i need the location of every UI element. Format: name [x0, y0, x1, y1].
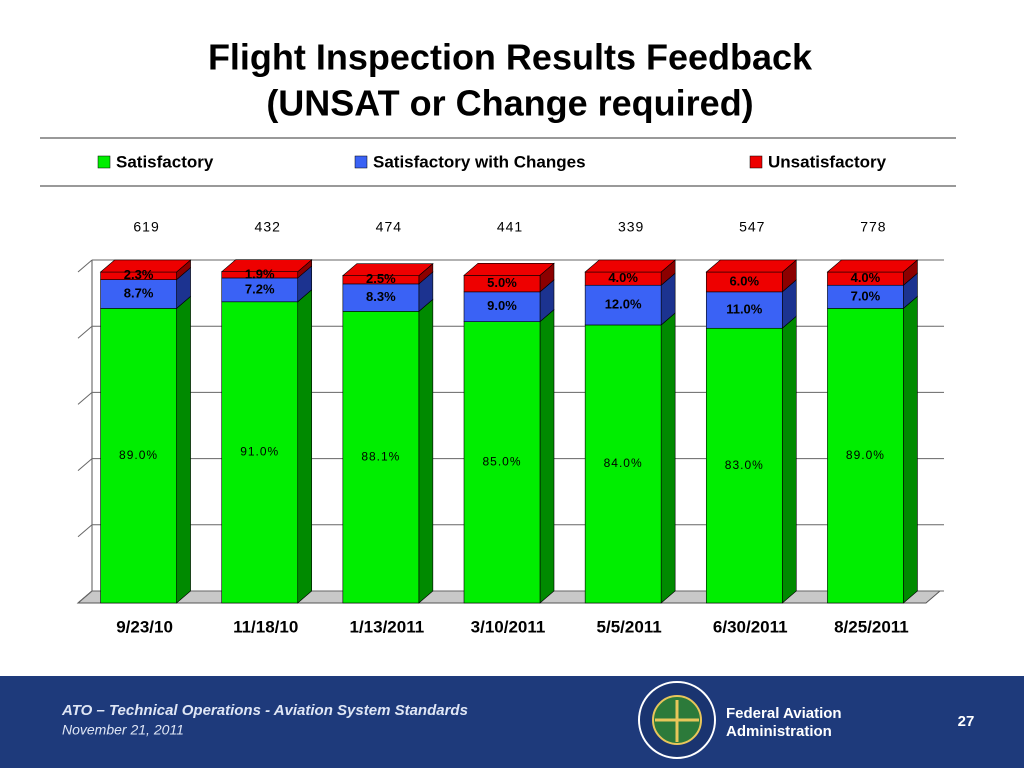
x-tick-label: 8/25/2011	[834, 617, 909, 636]
x-tick-label: 11/18/10	[233, 617, 298, 636]
bar-top	[220, 259, 313, 272]
total-label: 474	[376, 219, 402, 235]
value-label: 12.0%	[605, 297, 642, 312]
total-label: 619	[133, 219, 159, 235]
bar-segment	[100, 308, 177, 604]
value-label: 8.7%	[124, 285, 154, 300]
value-label: 4.0%	[608, 270, 638, 285]
bar-side	[660, 312, 676, 604]
value-label: 6.0%	[729, 273, 759, 288]
legend: Satisfactory Satisfactory with Changes Uns…	[97, 152, 887, 171]
value-label: 88.1%	[361, 449, 400, 463]
total-label: 441	[497, 219, 523, 235]
value-label: 11.0%	[726, 302, 763, 317]
bar-segment	[705, 291, 783, 329]
tick-mark	[77, 458, 93, 471]
legend-swatch	[749, 155, 763, 169]
tick-mark	[77, 590, 93, 604]
value-label: 4.0%	[851, 270, 881, 285]
tick-mark	[77, 392, 93, 405]
legend-swatch	[354, 155, 368, 169]
value-label: 84.0%	[604, 456, 643, 470]
bar-segment	[584, 324, 662, 604]
bar-top	[342, 263, 434, 276]
footer-agency: Administration	[726, 723, 832, 740]
x-tick-label: 3/10/2011	[471, 617, 546, 636]
footer-agency: Federal Aviation	[726, 705, 842, 722]
value-label: 91.0%	[240, 445, 279, 459]
chart-subtitle: (UNSAT or Change required)	[266, 83, 753, 124]
value-label: 9.0%	[487, 298, 517, 313]
value-label: 2.3%	[124, 267, 154, 282]
total-label: 339	[618, 219, 644, 235]
bar-segment	[342, 311, 420, 604]
value-label: 7.2%	[245, 281, 275, 296]
legend-label: Satisfactory with Changes	[373, 152, 586, 171]
value-label: 5.0%	[487, 275, 517, 290]
page-number: 27	[958, 713, 975, 730]
bar-segment	[463, 291, 541, 322]
bar-top	[463, 263, 555, 276]
bar-top	[99, 259, 192, 273]
bar-side	[418, 298, 434, 604]
value-label: 83.0%	[725, 458, 764, 472]
bar-side	[539, 308, 555, 604]
legend-label: Unsatisfactory	[768, 152, 887, 171]
total-label: 547	[739, 219, 765, 235]
bar-side	[297, 289, 313, 604]
tick-mark	[77, 325, 93, 339]
value-label: 85.0%	[482, 454, 521, 468]
tick-mark	[77, 524, 93, 538]
seal-emblem	[655, 700, 699, 742]
total-label: 432	[255, 219, 281, 235]
legend-label: Satisfactory	[116, 152, 214, 171]
bar-segment	[827, 308, 904, 604]
value-label: 1.9%	[245, 266, 275, 281]
bar-segment	[705, 327, 783, 604]
x-tick-label: 9/23/10	[116, 617, 173, 636]
x-tick-label: 6/30/2011	[713, 617, 788, 636]
tick-mark	[77, 259, 93, 273]
bar-side	[903, 295, 918, 604]
bar-top	[584, 259, 676, 273]
x-tick-label: 5/5/2011	[597, 617, 662, 636]
plot: 9/23/10 89.0% 8.7% 2.3% 619 11/18/10 91.0% 7.2%…	[76, 219, 944, 636]
value-label: 2.5%	[366, 271, 396, 286]
bar-top	[705, 259, 798, 273]
bar-top	[826, 259, 919, 273]
legend-swatch	[97, 155, 111, 169]
footer-unit: ATO – Technical Operations - Aviation Sy…	[61, 702, 468, 719]
bar-side	[176, 295, 191, 604]
bar-segment	[463, 321, 541, 604]
x-tick-label: 1/13/2011	[350, 617, 425, 636]
value-label: 7.0%	[851, 288, 881, 303]
value-label: 89.0%	[846, 448, 885, 462]
bar-side	[781, 315, 797, 604]
bar-segment	[342, 283, 420, 312]
value-label: 8.3%	[366, 289, 396, 304]
total-label: 778	[860, 219, 886, 235]
footer-band	[0, 676, 1024, 768]
bar-segment	[221, 301, 299, 604]
value-label: 89.0%	[119, 448, 158, 462]
chart-title: Flight Inspection Results Feedback	[208, 37, 813, 78]
footer-date: November 21, 2011	[62, 722, 184, 738]
seal	[638, 681, 716, 759]
